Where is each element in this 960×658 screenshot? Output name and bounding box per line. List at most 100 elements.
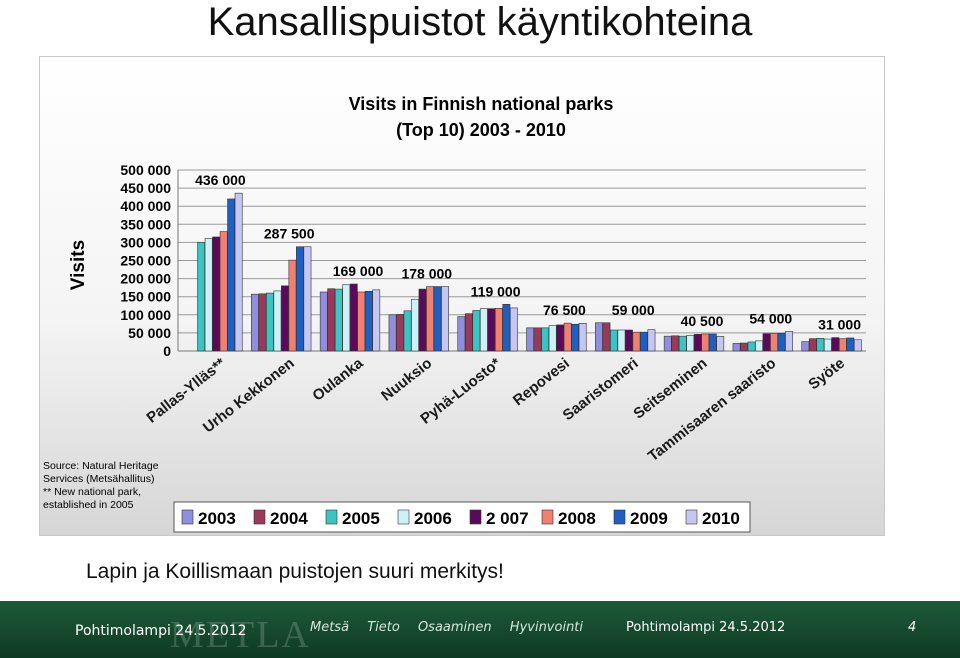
- slide-title: Kansallispuistot käyntikohteina: [207, 0, 753, 44]
- bar: [831, 337, 840, 352]
- bar: [258, 293, 267, 352]
- y-tick-label: 500 000: [120, 162, 171, 178]
- y-tick-label: 450 000: [120, 180, 171, 196]
- footer-nav-item-osaaminen[interactable]: Osaaminen: [417, 620, 492, 635]
- data-label: 169 000: [333, 263, 384, 279]
- bar-layer: [197, 192, 862, 352]
- bar: [548, 325, 557, 352]
- bar: [708, 333, 717, 352]
- footer-bar: METLA Pohtimolampi 24.5.2012 Metsä Tieto…: [0, 601, 960, 658]
- bar: [640, 331, 648, 352]
- bar: [364, 290, 373, 352]
- legend-swatch: [253, 509, 266, 525]
- footer-nav: Metsä Tieto Osaaminen Hyvinvointi: [310, 620, 597, 635]
- bar: [212, 236, 221, 352]
- bar: [770, 333, 778, 352]
- footer-nav-item-tieto[interactable]: Tieto: [367, 620, 400, 635]
- bar: [251, 293, 259, 352]
- bar: [319, 291, 328, 352]
- legend-swatch: [325, 509, 338, 525]
- footer-date-left: Pohtimolampi 24.5.2012: [75, 623, 247, 639]
- legend-label: 2003: [198, 509, 236, 528]
- bar: [372, 289, 381, 352]
- bar: [595, 322, 603, 352]
- y-tick-label: 50 000: [128, 325, 171, 341]
- legend-label: 2004: [270, 509, 308, 528]
- bar: [273, 290, 282, 352]
- bar: [342, 284, 351, 352]
- category-label-layer: Pallas-Ylläs**Urho Kekkonen Oulanka Nuuksi…: [143, 354, 848, 465]
- bar: [349, 283, 358, 352]
- bar: [509, 307, 518, 352]
- bar: [701, 333, 710, 352]
- legend-swatch: [469, 509, 482, 525]
- legend-box: [173, 501, 751, 533]
- bar: [303, 246, 312, 352]
- bar: [556, 324, 565, 352]
- bar: [526, 327, 535, 352]
- footer-nav-item-hyvinvointi[interactable]: Hyvinvointi: [509, 620, 584, 635]
- footer-nav-item-metsa[interactable]: Metsä: [310, 620, 350, 635]
- bar: [762, 333, 771, 352]
- bar: [494, 307, 503, 352]
- bar: [816, 338, 825, 352]
- bar: [288, 259, 297, 352]
- y-tick-label: 300 000: [120, 234, 171, 250]
- slide-subtitle: Lapin ja Koillismaan puistojen suuri mer…: [86, 560, 504, 583]
- data-label: 31 000: [818, 317, 861, 333]
- data-label: 178 000: [401, 266, 452, 282]
- source-note-line: established in 2005: [43, 499, 134, 511]
- bar: [281, 285, 289, 352]
- legend-label: 2 007: [486, 509, 529, 528]
- metla-logo: METLA: [170, 614, 311, 656]
- legend-swatch: [685, 509, 698, 525]
- bar: [571, 323, 580, 352]
- bar: [472, 310, 481, 352]
- bar: [686, 335, 695, 352]
- bar: [671, 335, 680, 352]
- bar: [617, 329, 626, 352]
- y-tick-label: 400 000: [120, 198, 171, 214]
- y-tick-label: 350 000: [120, 216, 171, 232]
- y-axis-label: Visits: [68, 240, 89, 290]
- bar: [533, 327, 542, 352]
- data-label: 54 000: [749, 310, 792, 326]
- bar: [388, 314, 397, 352]
- bar: [357, 291, 366, 352]
- annotation-layer: 436 000 287 500 169 000 178 000 119 000 76 50…: [195, 172, 861, 332]
- bar: [403, 310, 412, 352]
- bar-chart: Visits in Finnish national parks (Top 10…: [39, 56, 885, 536]
- data-label: 287 500: [264, 226, 315, 242]
- category-label: Repovesi: [510, 355, 573, 409]
- bar: [502, 304, 511, 352]
- data-label: 76 500: [543, 302, 586, 318]
- footer-date-right: Pohtimolampi 24.5.2012: [626, 620, 786, 635]
- bar: [678, 335, 687, 352]
- category-label: Nuuksio: [378, 355, 435, 405]
- category-label: Saaristomeri: [560, 355, 642, 424]
- y-tick-label: 100 000: [120, 307, 171, 323]
- bar: [647, 329, 656, 352]
- bar: [853, 339, 862, 352]
- bar: [755, 340, 763, 352]
- bar: [663, 335, 672, 352]
- bar: [541, 327, 550, 352]
- bar: [487, 308, 496, 352]
- y-tick-label: 200 000: [120, 271, 171, 287]
- bar: [426, 286, 434, 352]
- y-tick-label: 150 000: [120, 289, 171, 305]
- source-note-line: Source: Natural Heritage: [43, 460, 159, 472]
- source-note-line: Services (Metsähallitus): [43, 473, 154, 485]
- bar: [610, 329, 618, 352]
- bar: [602, 322, 611, 352]
- bar: [838, 338, 847, 352]
- bar: [740, 342, 748, 352]
- y-tick-label: 250 000: [120, 253, 171, 269]
- chart-subtitle: (Top 10) 2003 - 2010: [396, 120, 566, 140]
- chart-svg: Visits in Finnish national parks (Top 10…: [43, 94, 866, 533]
- legend-label: 2006: [414, 509, 452, 528]
- bar: [732, 343, 741, 352]
- category-label: Syöte: [805, 355, 848, 394]
- legend-swatch: [181, 509, 194, 525]
